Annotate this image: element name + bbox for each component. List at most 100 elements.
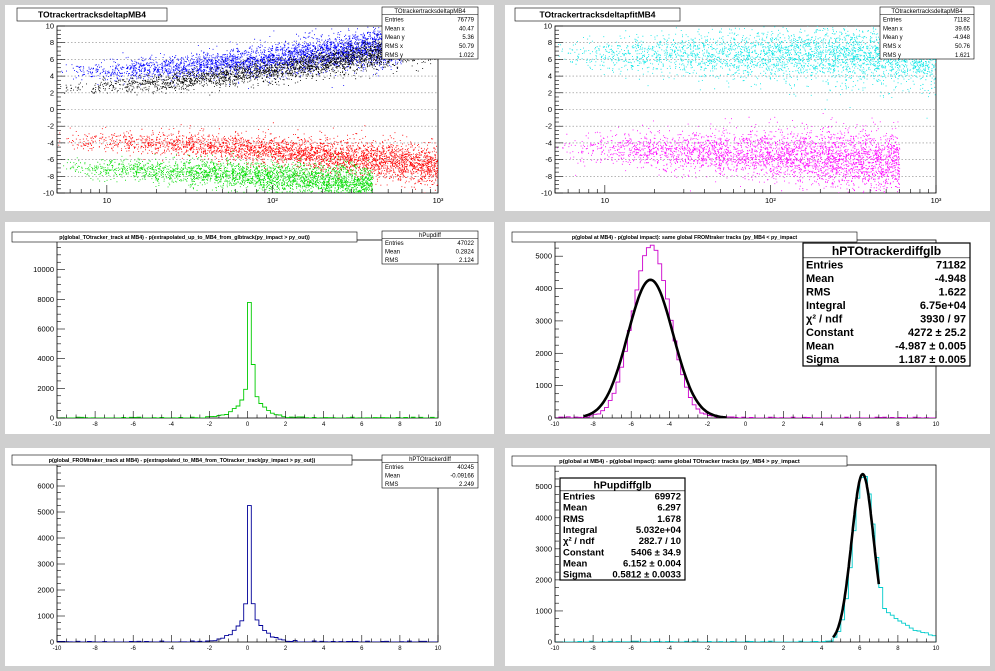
- stats-value: 3930 / 97: [920, 313, 966, 325]
- y-axis: 0 1000 2000 3000 4000 5000: [535, 239, 563, 423]
- y-tick-label: 6000: [37, 482, 54, 491]
- y-tick-label: 2: [50, 88, 54, 97]
- gaussian-fit-curve: [832, 472, 881, 639]
- stats-value: 5.032e+04: [636, 525, 682, 536]
- stats-label: RMS y: [385, 53, 403, 59]
- y-tick-label: 5000: [535, 252, 552, 261]
- axes: 0 1000 2000 3000 4000 5000 -10 -8 -6 -4 -2 0 2 4 6 8 10: [535, 239, 940, 428]
- gaussian-fit-curve: [583, 278, 727, 418]
- x-tick-label: 10: [601, 196, 609, 205]
- x-tick-label: 8: [896, 422, 900, 428]
- stats-box-frame: [802, 242, 971, 367]
- stats-name: TOtrackertracksdeltapMB4: [394, 9, 466, 15]
- stats-label: Mean: [385, 474, 400, 480]
- stats-value: 1.022: [459, 53, 475, 59]
- stats-value: 0.5812 ± 0.0033: [612, 570, 681, 581]
- y-axis: 0 1000 2000 3000 4000 5000 6000: [37, 459, 65, 647]
- stats-value: 1.622: [938, 286, 966, 298]
- stats-name: TOtrackertracksdeltapMB4: [891, 9, 963, 15]
- axes: 0 1000 2000 3000 4000 5000 6000 -10 -8 -6 -4 -2 0 2 4 6…: [37, 459, 442, 652]
- y-tick-label: 10: [544, 22, 552, 31]
- x-tick-label: -6: [131, 422, 137, 428]
- y-tick-label: 3000: [535, 544, 552, 553]
- x-tick-label: -4: [667, 646, 673, 652]
- stats-label: Sigma: [806, 354, 840, 366]
- x-tick-label: 4: [322, 646, 326, 652]
- plot-area: [556, 26, 936, 193]
- stats-box: TOtrackertracksdeltapMB4 Entries 71182 Mean…: [879, 6, 975, 60]
- stats-label: RMS: [563, 514, 584, 525]
- y-tick-label: 2000: [535, 575, 552, 584]
- scatter-points: [556, 113, 901, 193]
- y-tick-label: 1000: [535, 606, 552, 615]
- stats-label: Mean: [563, 503, 587, 514]
- stats-label: Constant: [806, 327, 854, 339]
- plot-area: [555, 472, 936, 642]
- y-axis: 0 1000 2000 3000 4000 5000: [535, 470, 563, 647]
- stats-value: 40.47: [459, 26, 475, 32]
- y-tick-label: 0: [50, 638, 54, 647]
- x-tick-label: -6: [629, 646, 635, 652]
- stats-value: -4.987 ± 0.005: [895, 341, 966, 353]
- histogram-series-1: [57, 301, 438, 418]
- x-tick-label: 6: [360, 646, 364, 652]
- x-axis: -10 -8 -6 -4 -2 0 2 4 6 8 10: [551, 635, 940, 652]
- stats-label: Entries: [883, 17, 902, 23]
- scatter-points: [61, 26, 403, 89]
- stats-value: 5.36: [462, 35, 474, 41]
- y-tick-label: 0: [50, 105, 54, 114]
- stats-value: 1.187 ± 0.005: [899, 354, 966, 366]
- x-tick-label: 8: [398, 646, 402, 652]
- stats-value: 39.65: [955, 26, 971, 32]
- stats-label: Mean x: [385, 26, 405, 32]
- y-tick-label: 4000: [535, 284, 552, 293]
- y-tick-label: -10: [43, 189, 54, 198]
- x-tick-label: -2: [705, 422, 711, 428]
- chart-title: p(global_FROMtraker_track at MB4) - p(ex…: [49, 458, 316, 464]
- stats-box-frame: [381, 454, 479, 489]
- plot-area: [555, 244, 936, 418]
- stats-name: hPTOtrackerdiff: [409, 457, 451, 463]
- stats-value: 6.297: [657, 503, 681, 514]
- title-box: [11, 231, 358, 243]
- y-tick-label: 0: [548, 414, 552, 423]
- y-tick-label: -8: [47, 172, 54, 181]
- scatter-series-1: [61, 26, 403, 89]
- histogram-series-1: [555, 476, 936, 642]
- stats-label: Mean y: [883, 35, 903, 41]
- y-tick-label: -2: [545, 122, 552, 131]
- x-tick-label: 0: [744, 422, 748, 428]
- scatter-points: [63, 146, 373, 193]
- x-tick-label: -4: [667, 422, 673, 428]
- stats-label: Mean: [806, 273, 834, 285]
- y-tick-label: -4: [47, 138, 54, 147]
- stats-box-frame: [879, 6, 975, 60]
- x-tick-label: -10: [53, 646, 62, 652]
- axes: 0 2000 4000 6000 8000 10000 -10 -8 -6 -4 -2 0 2 4 6 8 10: [33, 239, 442, 428]
- stats-value: 6.152 ± 0.004: [623, 558, 682, 569]
- y-tick-label: -8: [545, 172, 552, 181]
- x-tick-label: -10: [53, 422, 62, 428]
- stats-value: 69972: [655, 492, 681, 503]
- x-tick-label: -4: [169, 646, 175, 652]
- stats-label: Constant: [563, 547, 605, 558]
- scatter-points: [60, 26, 438, 96]
- stats-value: 71182: [936, 259, 966, 271]
- stats-box-frame: [559, 477, 686, 581]
- stats-label: RMS y: [883, 53, 901, 59]
- stats-value: 4272 ± 25.2: [908, 327, 966, 339]
- stats-name: hPTOtrackerdiffglb: [832, 244, 941, 258]
- stats-label: χ² / ndf: [806, 313, 843, 325]
- y-tick-label: 4: [548, 72, 552, 81]
- stats-box-frame: [381, 230, 479, 265]
- chart-title: p(global at MB4) - p(global impact): sam…: [559, 459, 800, 465]
- y-tick-label: -4: [545, 138, 552, 147]
- y-tick-label: 0: [548, 638, 552, 647]
- x-tick-label: 4: [820, 422, 824, 428]
- stats-label: Entries: [385, 465, 404, 471]
- stats-value: 76779: [457, 17, 474, 23]
- x-tick-label: 10³: [931, 196, 942, 205]
- stats-value: 71182: [954, 17, 971, 23]
- stats-label: Sigma: [563, 570, 592, 581]
- y-tick-label: 4000: [37, 534, 54, 543]
